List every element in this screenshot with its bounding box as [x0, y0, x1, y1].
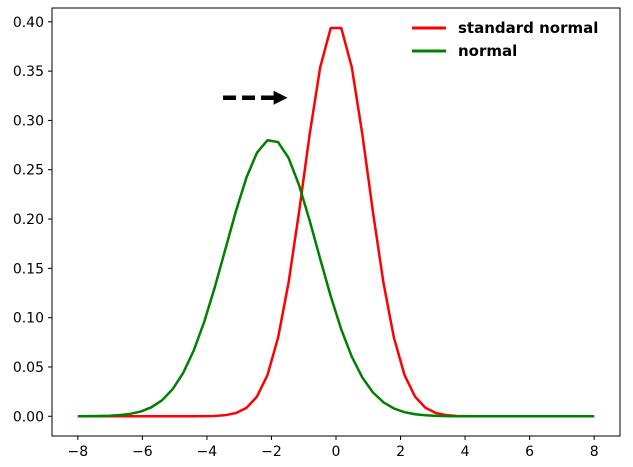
- y-tick-label: 0.20: [13, 212, 44, 228]
- x-tick-label: 6: [525, 444, 534, 460]
- y-tick-label: 0.05: [13, 360, 44, 376]
- x-axis-ticks: −8 −6 −4 −2 0 2 4 6 8: [67, 436, 599, 460]
- y-tick-label: 0.25: [13, 163, 44, 179]
- x-tick-label: −8: [67, 444, 88, 460]
- legend-label: normal: [458, 42, 517, 60]
- x-tick-label: −4: [197, 444, 218, 460]
- axes-frame: [51, 7, 621, 437]
- y-tick-label: 0.40: [13, 15, 44, 31]
- x-tick-label: −2: [261, 444, 282, 460]
- y-tick-label: 0.15: [13, 261, 44, 277]
- y-tick-label: 0.10: [13, 311, 44, 327]
- annotations: [223, 90, 288, 105]
- y-axis-ticks: 0.00 0.05 0.10 0.15 0.20 0.25 0.30 0.35 0.40: [13, 15, 52, 425]
- x-tick-label: −6: [132, 444, 153, 460]
- legend-label: standard normal: [458, 19, 598, 37]
- arrow-head: [273, 90, 288, 105]
- plot-lines: [77, 26, 595, 418]
- x-tick-label: 4: [461, 444, 470, 460]
- series-line-standard-normal: [77, 26, 595, 418]
- series-line-normal: [77, 138, 595, 418]
- x-tick-label: 8: [590, 444, 599, 460]
- y-tick-label: 0.30: [13, 113, 44, 129]
- x-tick-label: 0: [332, 444, 341, 460]
- y-tick-label: 0.35: [13, 64, 44, 80]
- legend: standard normal normal: [412, 19, 598, 60]
- x-tick-label: 2: [396, 444, 405, 460]
- y-tick-label: 0.00: [13, 409, 44, 425]
